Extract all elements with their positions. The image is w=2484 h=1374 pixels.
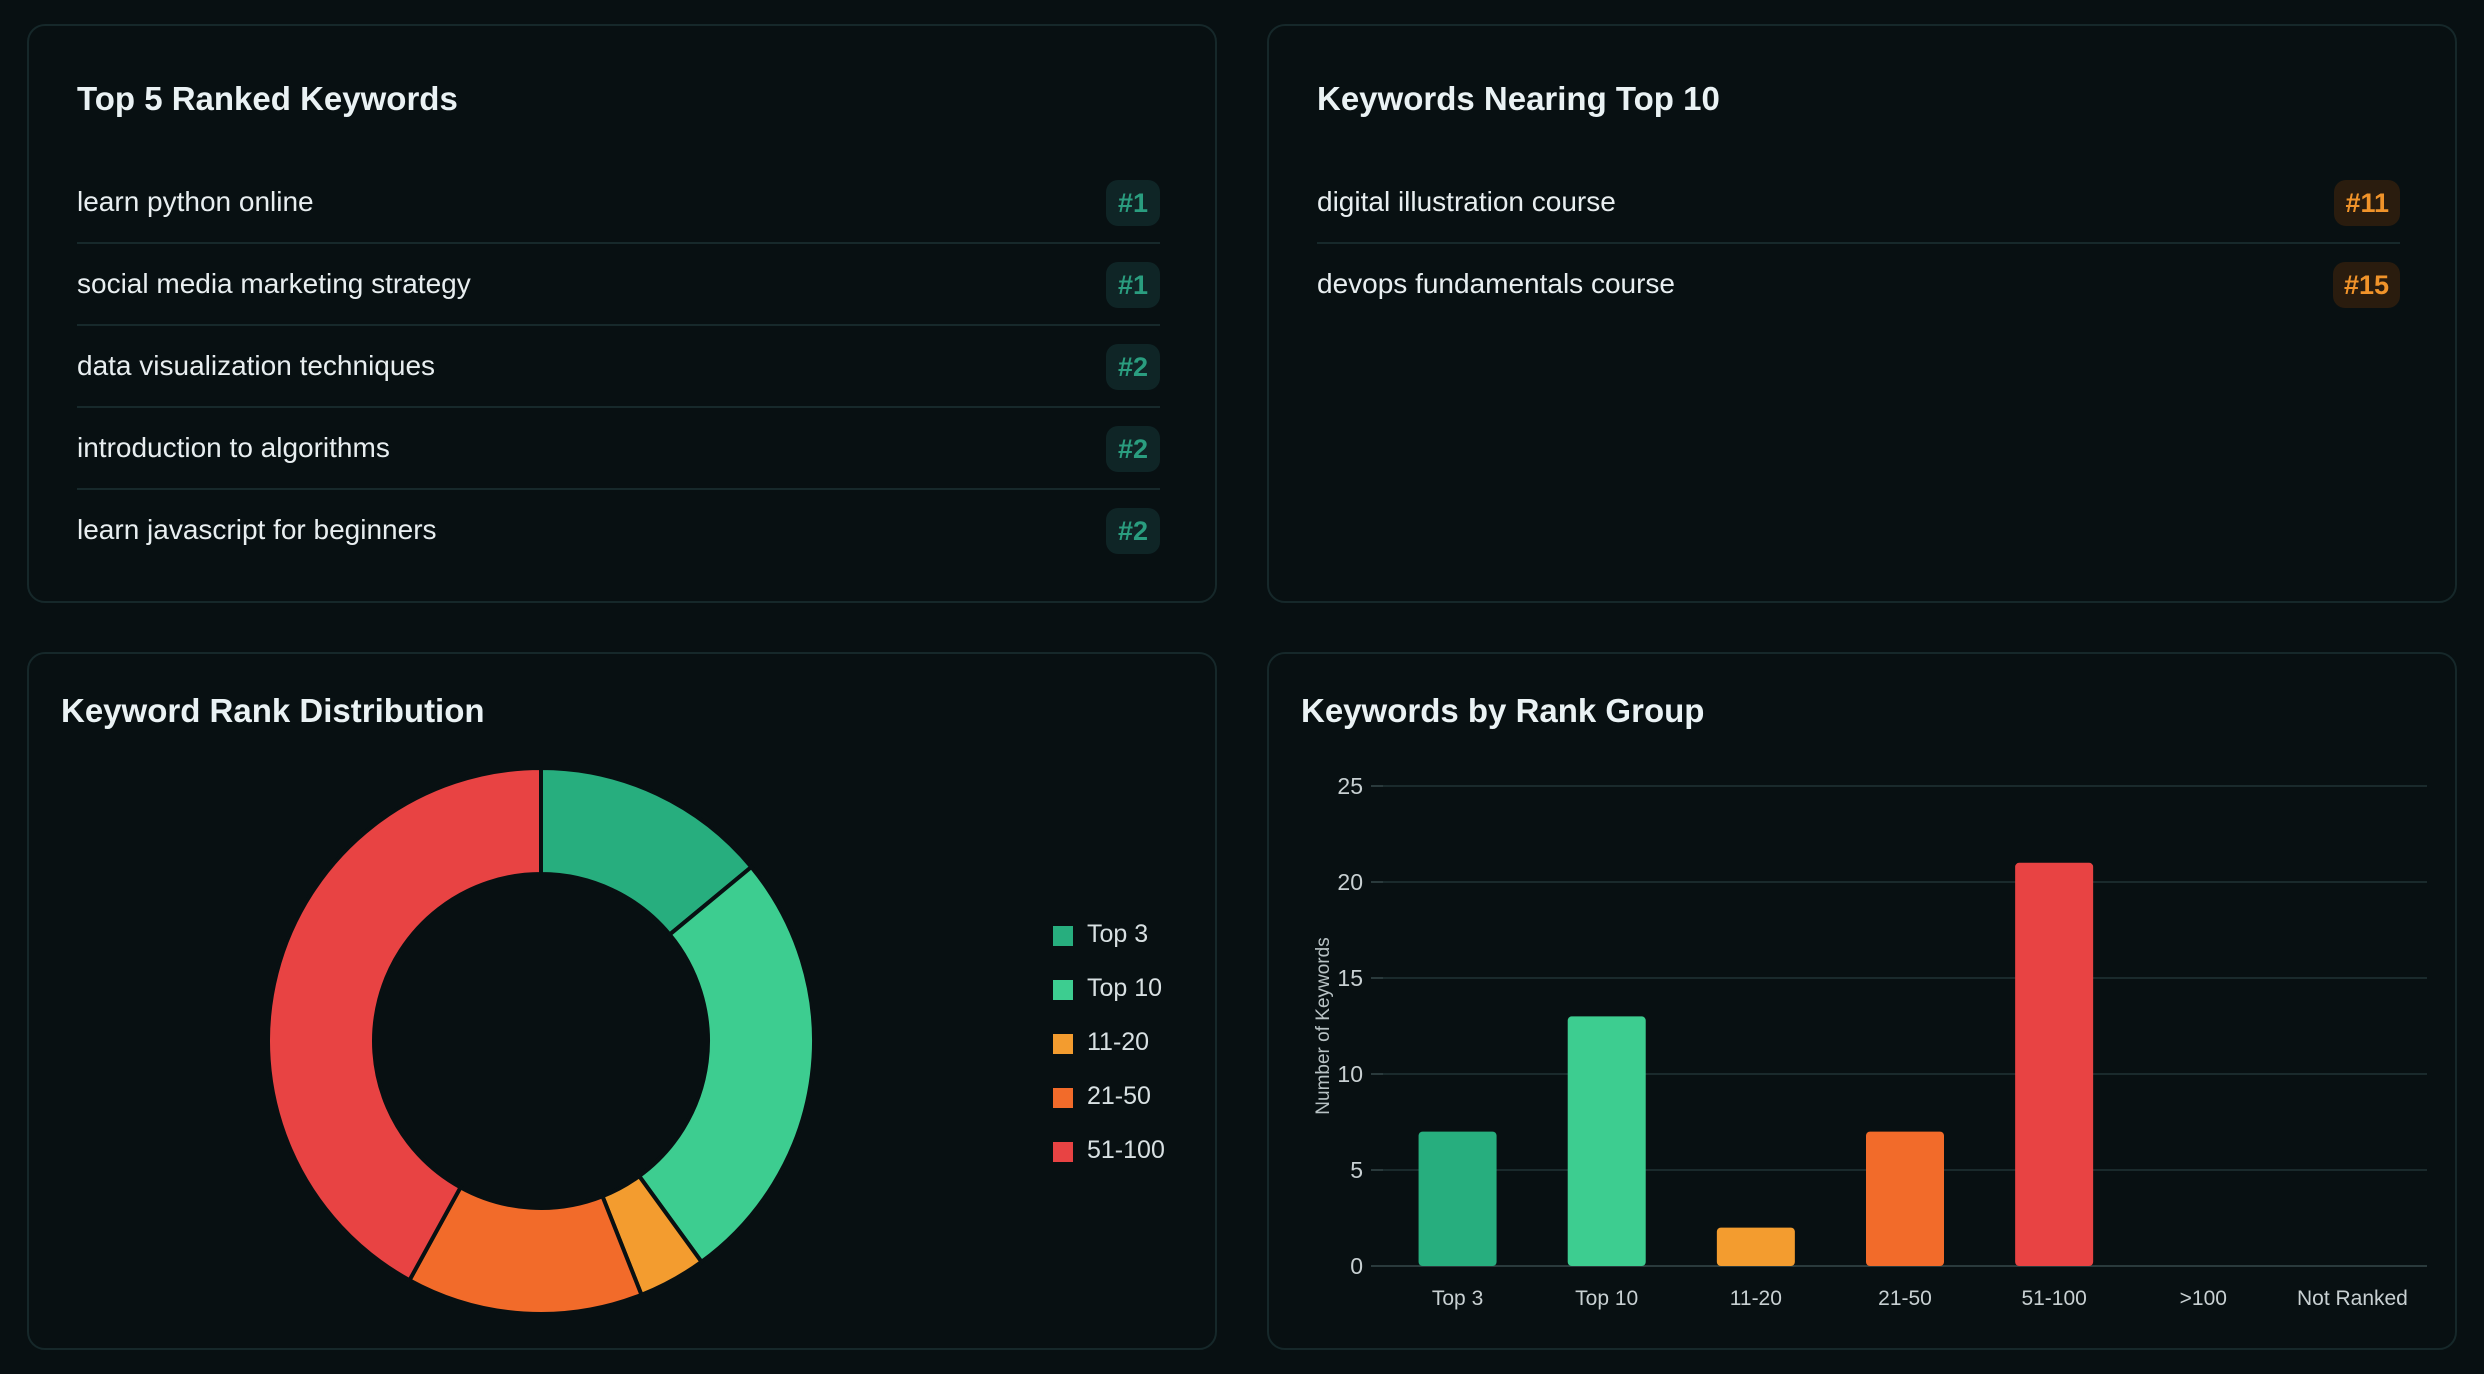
list-item: learn javascript for beginners #2 bbox=[77, 492, 1160, 572]
donut-slice-top-10 bbox=[636, 864, 816, 1265]
x-tick-label: 51-100 bbox=[2021, 1287, 2086, 1310]
keyword-text: introduction to algorithms bbox=[77, 432, 390, 463]
rank-badge: #1 bbox=[1106, 262, 1160, 308]
nearing-top-keywords-card: Keywords Nearing Top 10 digital illustra… bbox=[1267, 24, 2457, 603]
x-tick-label: Top 10 bbox=[1575, 1287, 1638, 1310]
bar-11-20 bbox=[1716, 1227, 1795, 1266]
y-tick-label: 5 bbox=[1350, 1157, 1363, 1183]
rank-badge: #11 bbox=[2334, 180, 2400, 226]
bar-top-10 bbox=[1567, 1016, 1646, 1266]
x-tick-label: 11-20 bbox=[1730, 1287, 1782, 1310]
bar-chart: 0 5 10 15 20 25 Number of Keywords Top 3 Top 10 1… bbox=[1313, 773, 2427, 1310]
top-ranked-keywords-card: Top 5 Ranked Keywords learn python onlin… bbox=[27, 24, 1217, 603]
nearing-top-list: digital illustration course #11 devops f… bbox=[1317, 164, 2400, 328]
rank-group-card: Keywords by Rank Group 0 5 10 15 20 25 Number … bbox=[1267, 652, 2457, 1350]
bar-51-100 bbox=[2015, 862, 2094, 1266]
list-item: devops fundamentals course #15 bbox=[1317, 246, 2400, 326]
donut-chart bbox=[266, 765, 816, 1316]
y-tick-label: 25 bbox=[1337, 773, 1363, 799]
rank-badge: #2 bbox=[1106, 344, 1160, 390]
nearing-top-title: Keywords Nearing Top 10 bbox=[1317, 80, 1720, 117]
legend-label: 51-100 bbox=[1087, 1136, 1165, 1164]
y-axis-label: Number of Keywords bbox=[1313, 937, 1334, 1114]
list-item: introduction to algorithms #2 bbox=[77, 410, 1160, 490]
top-ranked-title: Top 5 Ranked Keywords bbox=[77, 80, 458, 117]
x-tick-label: Not Ranked bbox=[2297, 1287, 2408, 1310]
keyword-text: data visualization techniques bbox=[77, 350, 436, 381]
legend-label: 11-20 bbox=[1087, 1028, 1150, 1056]
list-item: learn python online #1 bbox=[77, 164, 1160, 244]
legend-label: Top 10 bbox=[1087, 974, 1163, 1002]
keyword-text: learn python online bbox=[77, 186, 314, 217]
donut-chart-title: Keyword Rank Distribution bbox=[61, 692, 485, 729]
donut-slice-51-100 bbox=[266, 765, 543, 1283]
keyword-text: learn javascript for beginners bbox=[77, 514, 437, 545]
legend-swatch bbox=[1053, 1034, 1073, 1054]
top-ranked-list: learn python online #1 social media mark… bbox=[77, 164, 1160, 574]
bar-chart-title: Keywords by Rank Group bbox=[1301, 692, 1705, 729]
bar-21-50 bbox=[1866, 1131, 1944, 1266]
y-tick-label: 0 bbox=[1350, 1253, 1363, 1279]
legend-label: Top 3 bbox=[1087, 920, 1149, 948]
rank-distribution-card: Keyword Rank Distribution Top 3 Top 10 11-… bbox=[27, 652, 1217, 1350]
list-item: social media marketing strategy #1 bbox=[77, 246, 1160, 326]
x-tick-label: 21-50 bbox=[1878, 1287, 1932, 1310]
y-tick-label: 20 bbox=[1337, 869, 1363, 895]
x-tick-label: >100 bbox=[2180, 1287, 2227, 1310]
legend-swatch bbox=[1053, 1088, 1073, 1108]
keyword-text: devops fundamentals course bbox=[1317, 268, 1675, 299]
list-item: digital illustration course #11 bbox=[1317, 164, 2400, 244]
legend-label: 21-50 bbox=[1087, 1082, 1151, 1110]
rank-badge: #15 bbox=[2332, 262, 2400, 308]
y-tick-label: 10 bbox=[1337, 1061, 1363, 1087]
x-tick-label: Top 3 bbox=[1432, 1287, 1483, 1310]
legend-swatch bbox=[1053, 1142, 1073, 1162]
legend-swatch bbox=[1053, 980, 1073, 1000]
rank-badge: #2 bbox=[1106, 508, 1160, 554]
rank-badge: #2 bbox=[1106, 426, 1160, 472]
keyword-text: digital illustration course bbox=[1317, 186, 1616, 217]
keyword-text: social media marketing strategy bbox=[77, 268, 471, 299]
legend-swatch bbox=[1053, 926, 1073, 946]
bar-top-3 bbox=[1418, 1131, 1497, 1266]
rank-badge: #1 bbox=[1106, 180, 1160, 226]
list-item: data visualization techniques #2 bbox=[77, 328, 1160, 408]
y-tick-label: 15 bbox=[1337, 965, 1363, 991]
